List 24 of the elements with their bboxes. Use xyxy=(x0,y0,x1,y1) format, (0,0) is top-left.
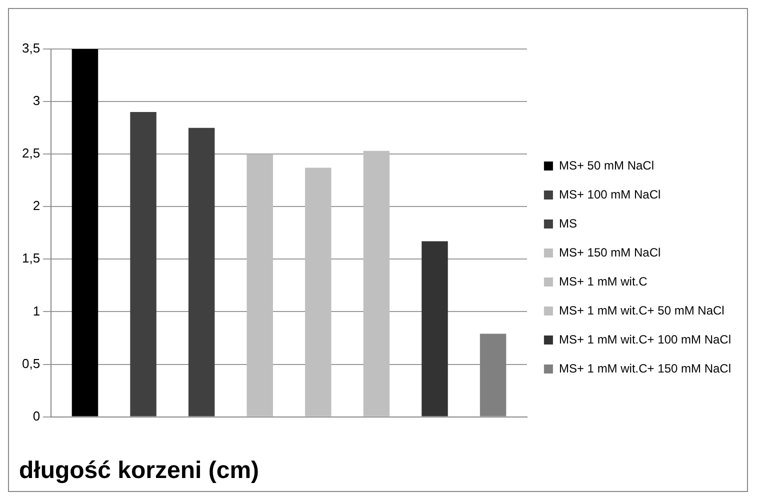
y-tick-label: 0 xyxy=(32,408,40,424)
y-tick-label: 2 xyxy=(32,198,40,214)
bar xyxy=(363,150,390,416)
y-tick-label: 1,5 xyxy=(22,250,40,266)
legend-label: MS+ 1 mM wit.C+ 150 mM NaCl xyxy=(558,361,732,376)
bar xyxy=(130,112,156,416)
y-tick-label: 1 xyxy=(32,303,40,318)
bar xyxy=(305,168,332,416)
bar xyxy=(72,49,98,416)
legend-label: MS+ 1 mM wit.C+ 50 mM NaCl xyxy=(558,303,724,318)
y-tick-label: 3 xyxy=(32,93,40,108)
y-tick-label: 3,5 xyxy=(22,40,40,56)
legend-label: MS+ 1 mM wit.C+ 100 mM NaCl xyxy=(558,332,732,346)
legend-label: MS+ 1 mM wit.C xyxy=(558,274,648,288)
text: długość korzeni (cm) xyxy=(19,457,260,484)
legend-label: MS+ 50 mM NaCl xyxy=(558,158,654,172)
y-tick-label: 0,5 xyxy=(22,356,40,371)
legend-label: MS xyxy=(558,216,577,230)
bar xyxy=(422,241,448,416)
legend-label: MS+ 100 mM NaCl xyxy=(558,187,661,202)
bar xyxy=(246,154,273,416)
y-tick-label: 2,5 xyxy=(22,146,40,161)
legend-label: MS+ 150 mM NaCl xyxy=(558,245,661,260)
bar xyxy=(188,128,215,416)
